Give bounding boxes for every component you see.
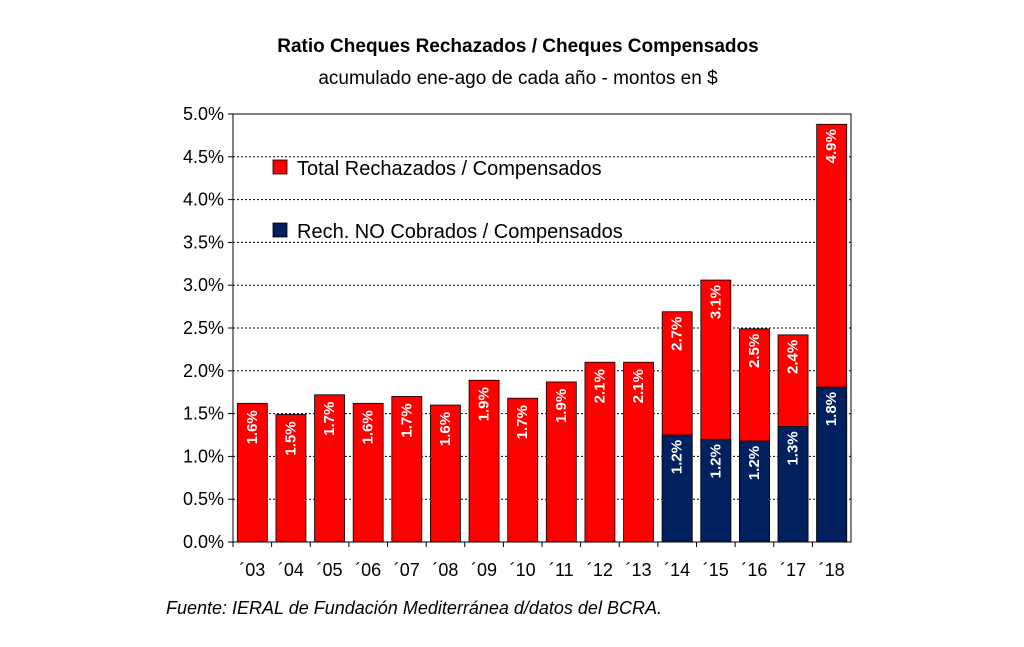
y-tick-label: 3.0% bbox=[183, 275, 224, 295]
y-tick-label: 4.0% bbox=[183, 190, 224, 210]
bar-no-cobrados bbox=[816, 386, 848, 543]
data-label: 2.4% bbox=[785, 340, 802, 374]
x-tick-label: ´05 bbox=[317, 560, 343, 580]
legend-label-total: Total Rechazados / Compensados bbox=[297, 158, 602, 180]
y-tick-label: 3.5% bbox=[183, 232, 224, 252]
bars bbox=[236, 123, 848, 543]
bar-total bbox=[314, 394, 345, 543]
data-label: 1.6% bbox=[360, 410, 377, 444]
x-tick-label: ´14 bbox=[664, 560, 690, 580]
y-tick-label: 0.5% bbox=[183, 489, 224, 509]
x-tick-label: ´18 bbox=[819, 560, 845, 580]
x-axis: ´03 ´04 ´05 ´06 ´07 ´08 ´09 ´10 ´11 ´12 ´13 ´14 ´15 ´… bbox=[232, 542, 845, 580]
legend-swatch-no-cobrados bbox=[272, 222, 288, 238]
legend-label-no-cobrados: Rech. NO Cobrados / Compensados bbox=[297, 221, 623, 243]
data-label: 1.5% bbox=[282, 421, 299, 455]
x-tick-label: ´03 bbox=[239, 560, 265, 580]
y-tick-label: 4.5% bbox=[183, 147, 224, 167]
x-tick-label: ´17 bbox=[780, 560, 806, 580]
data-label: 1.6% bbox=[437, 412, 454, 446]
x-tick-label: ´16 bbox=[741, 560, 767, 580]
data-label: 1.8% bbox=[823, 392, 840, 426]
x-tick-label: ´12 bbox=[587, 560, 613, 580]
bar-total bbox=[468, 379, 500, 543]
x-tick-label: ´13 bbox=[626, 560, 652, 580]
data-label: 1.7% bbox=[321, 402, 338, 436]
bar-no-cobrados bbox=[777, 426, 809, 543]
data-label: 1.3% bbox=[785, 431, 802, 465]
data-label: 1.7% bbox=[398, 403, 415, 437]
x-tick-label: ´15 bbox=[703, 560, 729, 580]
chart-title: Ratio Cheques Rechazados / Cheques Compe… bbox=[277, 36, 758, 57]
data-label: 1.9% bbox=[553, 389, 570, 423]
y-tick-label: 5.0% bbox=[183, 104, 224, 124]
data-label: 2.5% bbox=[746, 334, 763, 368]
data-label: 3.1% bbox=[707, 285, 724, 319]
data-label: 1.2% bbox=[669, 440, 686, 474]
y-tick-label: 1.0% bbox=[183, 446, 224, 466]
data-label: 1.6% bbox=[244, 410, 261, 444]
bar-total bbox=[545, 381, 577, 543]
data-label: 1.7% bbox=[514, 405, 531, 439]
x-tick-label: ´08 bbox=[432, 560, 458, 580]
bar-total bbox=[236, 402, 268, 543]
source-note: Fuente: IERAL de Fundación Mediterránea … bbox=[166, 598, 662, 618]
x-tick-label: ´11 bbox=[549, 560, 574, 580]
data-label: 2.1% bbox=[591, 369, 608, 403]
chart-subtitle: acumulado ene-ago de cada año - montos e… bbox=[318, 68, 718, 89]
data-label: 4.9% bbox=[823, 129, 840, 163]
data-label: 1.2% bbox=[746, 446, 763, 480]
x-tick-label: ´04 bbox=[278, 560, 304, 580]
data-labels: 1.6% 1.5% 1.7% 1.6% 1.7% 1.6% 1.9% 1.7% 1.9% 2.1%… bbox=[244, 129, 840, 480]
bar-no-cobrados bbox=[739, 440, 770, 543]
y-tick-label: 2.0% bbox=[183, 361, 224, 381]
bar-total bbox=[584, 361, 616, 543]
y-tick-label: 0.0% bbox=[183, 532, 224, 552]
bar-total bbox=[507, 397, 539, 543]
x-tick-label: ´06 bbox=[355, 560, 381, 580]
data-label: 2.7% bbox=[669, 317, 686, 351]
x-tick-label: ´09 bbox=[471, 560, 497, 580]
gridlines bbox=[233, 156, 851, 500]
data-label: 1.9% bbox=[476, 387, 493, 421]
data-label: 2.1% bbox=[630, 369, 647, 403]
legend: Total Rechazados / Compensados Rech. NO … bbox=[272, 158, 623, 243]
bar-no-cobrados bbox=[661, 434, 693, 543]
y-tick-label: 1.5% bbox=[183, 404, 224, 424]
bar-no-cobrados bbox=[700, 438, 732, 543]
data-label: 1.2% bbox=[707, 444, 724, 478]
y-axis: 0.0% 0.5% 1.0% 1.5% 2.0% 2.5% 3.0% 3.5% 4.0% 4.5%… bbox=[183, 104, 233, 552]
x-tick-label: ´10 bbox=[510, 560, 536, 580]
legend-swatch-total bbox=[272, 159, 288, 175]
bar-total bbox=[275, 414, 307, 543]
x-tick-label: ´07 bbox=[394, 560, 420, 580]
y-tick-label: 2.5% bbox=[183, 318, 224, 338]
